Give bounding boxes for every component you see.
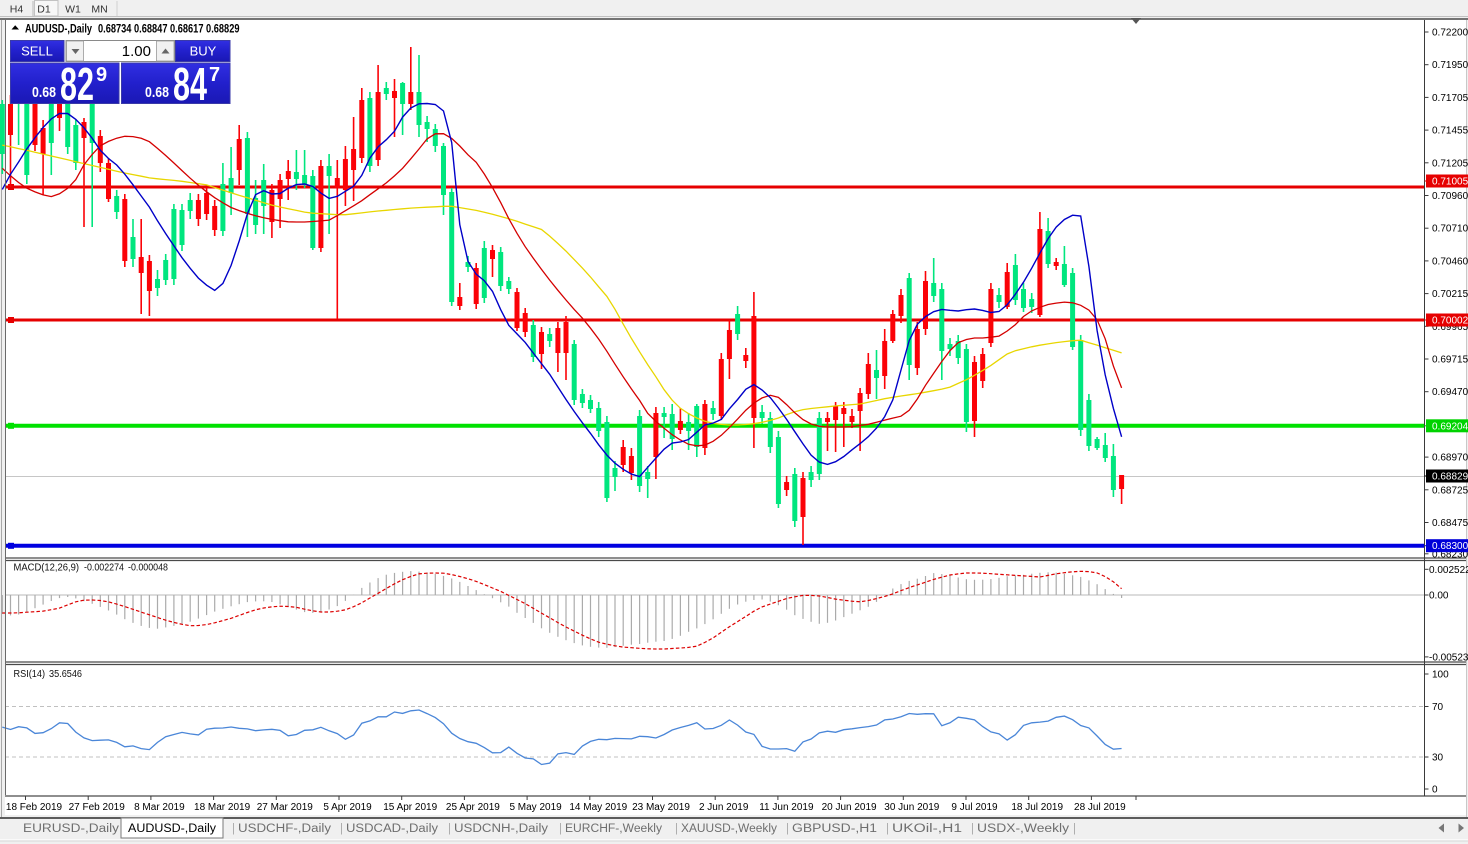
- svg-text:0.68829: 0.68829: [1432, 472, 1468, 483]
- svg-text:EURCHF-,Weekly: EURCHF-,Weekly: [565, 823, 662, 835]
- svg-text:0.69715: 0.69715: [1432, 355, 1468, 366]
- svg-text:15 Apr 2019: 15 Apr 2019: [383, 802, 437, 813]
- svg-text:0.002522: 0.002522: [1429, 565, 1468, 576]
- svg-text:H4: H4: [10, 4, 24, 16]
- svg-text:|: |: [559, 823, 562, 835]
- svg-text:27 Mar 2019: 27 Mar 2019: [257, 802, 314, 813]
- svg-text:0.71705: 0.71705: [1432, 93, 1468, 104]
- svg-text:SELL: SELL: [21, 44, 53, 59]
- svg-text:RSI(14): RSI(14): [14, 669, 46, 680]
- svg-text:0.68970: 0.68970: [1432, 453, 1468, 464]
- svg-text:0.69965: 0.69965: [1432, 322, 1468, 333]
- svg-text:100: 100: [1432, 670, 1449, 681]
- svg-text:0.68300: 0.68300: [1432, 541, 1468, 552]
- svg-text:20 Jun 2019: 20 Jun 2019: [822, 802, 877, 813]
- svg-text:28 Jul 2019: 28 Jul 2019: [1074, 802, 1126, 813]
- svg-text:9 Jul 2019: 9 Jul 2019: [951, 802, 998, 813]
- svg-text:D1: D1: [37, 4, 51, 16]
- svg-text:|: |: [448, 823, 451, 835]
- svg-text:82: 82: [60, 58, 94, 110]
- svg-text:0.68725: 0.68725: [1432, 485, 1468, 496]
- svg-text:0.70460: 0.70460: [1432, 256, 1468, 267]
- svg-text:|: |: [1073, 823, 1076, 835]
- svg-text:-0.005234: -0.005234: [1429, 652, 1468, 663]
- svg-text:0.68475: 0.68475: [1432, 518, 1468, 529]
- svg-text:35.6546: 35.6546: [49, 669, 82, 680]
- svg-text:|: |: [971, 823, 974, 835]
- svg-text:USDCNH-,Daily: USDCNH-,Daily: [454, 823, 548, 835]
- svg-text:AUDUSD-,Daily: AUDUSD-,Daily: [128, 823, 216, 835]
- svg-text:84: 84: [173, 58, 207, 110]
- svg-text:EURUSD-,Daily: EURUSD-,Daily: [23, 823, 119, 835]
- svg-text:0.71205: 0.71205: [1432, 158, 1468, 169]
- svg-text:USDX-,Weekly: USDX-,Weekly: [977, 823, 1069, 835]
- svg-text:30: 30: [1432, 753, 1444, 764]
- svg-text:BUY: BUY: [190, 44, 217, 59]
- svg-text:0.68: 0.68: [32, 84, 56, 101]
- svg-text:AUDUSD-,Daily: AUDUSD-,Daily: [25, 24, 92, 36]
- svg-text:7: 7: [209, 64, 220, 86]
- svg-text:0.71455: 0.71455: [1432, 126, 1468, 137]
- svg-text:0.68: 0.68: [145, 84, 169, 101]
- svg-text:UKOil-,H1: UKOil-,H1: [892, 823, 962, 835]
- svg-text:9: 9: [96, 64, 107, 86]
- svg-text:2 Jun 2019: 2 Jun 2019: [699, 802, 749, 813]
- svg-text:0.71950: 0.71950: [1432, 60, 1468, 71]
- svg-text:|: |: [232, 823, 235, 835]
- svg-text:70: 70: [1432, 702, 1444, 713]
- svg-text:W1: W1: [65, 4, 81, 16]
- svg-text:GBPUSD-,H1: GBPUSD-,H1: [792, 823, 877, 835]
- svg-text:USDCHF-,Daily: USDCHF-,Daily: [238, 823, 331, 835]
- svg-text:|: |: [886, 823, 889, 835]
- svg-text:0: 0: [1432, 785, 1438, 796]
- svg-text:1.00: 1.00: [122, 43, 151, 60]
- svg-text:0.71005: 0.71005: [1432, 177, 1468, 188]
- svg-text:MACD(12,26,9): MACD(12,26,9): [14, 563, 80, 574]
- svg-text:25 Apr 2019: 25 Apr 2019: [446, 802, 500, 813]
- svg-text:XAUUSD-,Weekly: XAUUSD-,Weekly: [681, 823, 777, 835]
- svg-text:|: |: [340, 823, 343, 835]
- svg-text:0.00: 0.00: [1429, 591, 1449, 602]
- svg-text:18 Jul 2019: 18 Jul 2019: [1011, 802, 1063, 813]
- svg-text:0.68734 0.68847 0.68617 0.6882: 0.68734 0.68847 0.68617 0.68829: [98, 24, 240, 36]
- svg-text:23 May 2019: 23 May 2019: [632, 802, 690, 813]
- svg-text:5 Apr 2019: 5 Apr 2019: [323, 802, 372, 813]
- svg-text:USDCAD-,Daily: USDCAD-,Daily: [346, 823, 438, 835]
- svg-text:0.70215: 0.70215: [1432, 289, 1468, 300]
- svg-text:5 May 2019: 5 May 2019: [509, 802, 562, 813]
- svg-text:27 Feb 2019: 27 Feb 2019: [69, 802, 126, 813]
- svg-text:14 May 2019: 14 May 2019: [569, 802, 627, 813]
- svg-text:18 Mar 2019: 18 Mar 2019: [194, 802, 251, 813]
- svg-text:|: |: [786, 823, 789, 835]
- svg-text:-0.000048: -0.000048: [128, 563, 168, 574]
- svg-text:0.72200: 0.72200: [1432, 28, 1468, 39]
- svg-text:0.68230: 0.68230: [1432, 549, 1468, 560]
- svg-text:0.70002: 0.70002: [1432, 316, 1468, 327]
- svg-text:0.70960: 0.70960: [1432, 191, 1468, 202]
- svg-text:0.70710: 0.70710: [1432, 224, 1468, 235]
- svg-text:0.69470: 0.69470: [1432, 387, 1468, 398]
- svg-text:11 Jun 2019: 11 Jun 2019: [759, 802, 814, 813]
- svg-text:-0.002274: -0.002274: [84, 563, 124, 574]
- svg-text:0.69204: 0.69204: [1432, 421, 1468, 432]
- svg-text:30 Jun 2019: 30 Jun 2019: [884, 802, 939, 813]
- svg-text:MN: MN: [91, 4, 107, 16]
- svg-text:18 Feb 2019: 18 Feb 2019: [6, 802, 63, 813]
- svg-text:8 Mar 2019: 8 Mar 2019: [134, 802, 185, 813]
- svg-text:|: |: [675, 823, 678, 835]
